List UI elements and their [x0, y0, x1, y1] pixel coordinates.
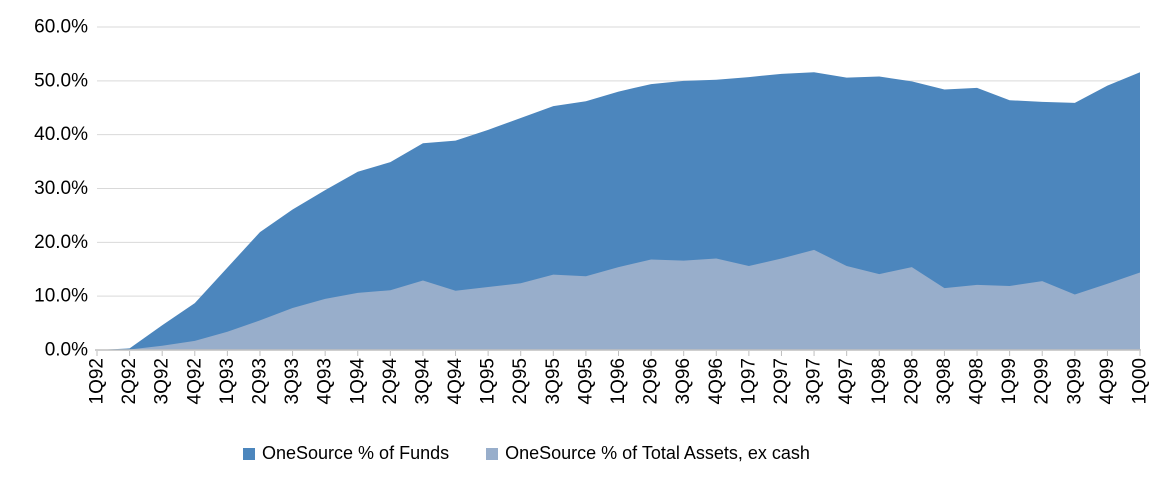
x-tick-label: 2Q95	[510, 358, 531, 404]
y-tick-label: 40.0%	[34, 124, 88, 145]
x-tick-label: 2Q98	[901, 358, 922, 404]
legend-label-funds: OneSource % of Funds	[262, 443, 450, 463]
x-tick-label: 4Q99	[1097, 358, 1118, 404]
x-tick-label: 3Q96	[673, 358, 694, 404]
y-tick-label: 0.0%	[45, 340, 88, 361]
y-tick-label: 10.0%	[34, 286, 88, 307]
x-tick-label: 4Q97	[836, 358, 857, 404]
x-tick-label: 2Q92	[119, 358, 140, 404]
x-tick-label: 1Q97	[738, 358, 759, 404]
x-tick-label: 3Q98	[934, 358, 955, 404]
legend-swatch-funds-icon	[243, 447, 255, 460]
x-tick-label: 2Q96	[641, 358, 662, 404]
x-tick-label: 3Q95	[543, 358, 564, 404]
x-tick-label: 1Q95	[478, 358, 499, 404]
y-tick-label: 20.0%	[34, 232, 88, 253]
x-tick-label: 4Q96	[706, 358, 727, 404]
x-tick-label: 4Q93	[315, 358, 336, 404]
x-tick-label: 3Q97	[804, 358, 825, 404]
x-tick-label: 4Q94	[445, 358, 466, 405]
x-tick-label: 1Q93	[217, 358, 238, 404]
x-tick-label: 4Q98	[967, 358, 988, 404]
x-tick-label: 4Q92	[184, 358, 205, 404]
x-tick-label: 3Q94	[412, 358, 433, 405]
x-tick-label: 3Q93	[282, 358, 303, 404]
x-tick-label: 1Q99	[999, 358, 1020, 404]
x-tick-label: 1Q98	[869, 358, 890, 404]
x-tick-label: 4Q95	[575, 358, 596, 404]
x-tick-label: 1Q94	[347, 358, 368, 405]
x-tick-label: 3Q92	[152, 358, 173, 404]
x-tick-label: 2Q97	[771, 358, 792, 404]
x-tick-label: 1Q92	[87, 358, 108, 404]
x-tick-label: 1Q00	[1130, 358, 1151, 404]
x-tick-label: 2Q99	[1032, 358, 1053, 404]
y-tick-label: 50.0%	[34, 70, 88, 91]
x-tick-label: 1Q96	[608, 358, 629, 404]
area-series-assets	[97, 249, 1140, 350]
x-tick-label: 3Q99	[1064, 358, 1085, 404]
x-tick-label: 2Q93	[249, 358, 270, 404]
chart-legend: OneSource % of Funds OneSource % of Tota…	[243, 443, 810, 464]
x-tick-label: 2Q94	[380, 358, 401, 405]
legend-item-funds: OneSource % of Funds	[243, 443, 449, 464]
y-tick-label: 60.0%	[34, 17, 88, 38]
legend-item-assets: OneSource % of Total Assets, ex cash	[486, 443, 810, 464]
legend-swatch-assets-icon	[486, 447, 499, 460]
y-tick-label: 30.0%	[34, 178, 88, 199]
legend-label-assets: OneSource % of Total Assets, ex cash	[505, 443, 810, 463]
